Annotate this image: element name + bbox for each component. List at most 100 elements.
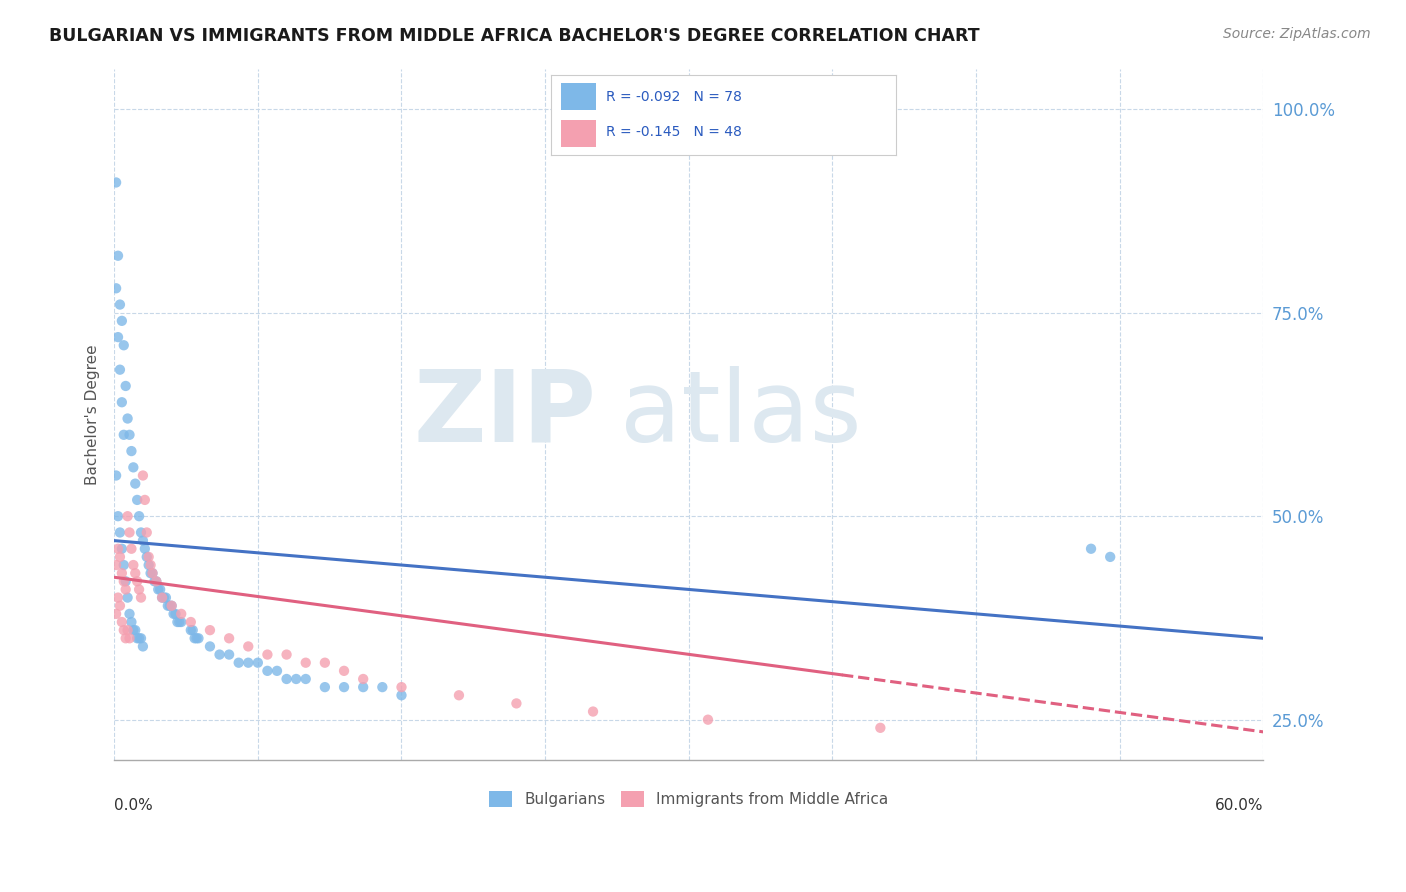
Point xyxy=(156,599,179,613)
Legend: Bulgarians, Immigrants from Middle Africa: Bulgarians, Immigrants from Middle Afric… xyxy=(482,784,896,815)
Point xyxy=(120,444,142,458)
Point xyxy=(108,362,131,376)
Point xyxy=(218,632,240,646)
Point xyxy=(124,476,146,491)
Point xyxy=(294,656,316,670)
Point xyxy=(105,607,128,621)
Point xyxy=(127,632,149,646)
Point xyxy=(352,672,374,686)
Point xyxy=(118,427,141,442)
Point xyxy=(128,632,150,646)
Point xyxy=(108,297,131,311)
Point xyxy=(218,648,240,662)
Point xyxy=(198,640,221,654)
Point xyxy=(314,680,336,694)
Point xyxy=(169,615,191,629)
Point xyxy=(111,395,134,409)
Text: Source: ZipAtlas.com: Source: ZipAtlas.com xyxy=(1223,27,1371,41)
Point xyxy=(129,525,152,540)
Point xyxy=(162,607,184,621)
Point xyxy=(117,591,139,605)
Point xyxy=(129,632,152,646)
Text: atlas: atlas xyxy=(620,366,862,463)
Point xyxy=(114,632,136,646)
Point xyxy=(391,680,413,694)
Point xyxy=(170,607,193,621)
Point xyxy=(120,615,142,629)
Point xyxy=(128,509,150,524)
Point xyxy=(117,411,139,425)
Point xyxy=(352,680,374,694)
Point xyxy=(180,615,202,629)
Point xyxy=(145,574,167,589)
Point xyxy=(1080,541,1102,556)
Point xyxy=(266,664,288,678)
Point xyxy=(208,648,231,662)
Point xyxy=(155,591,177,605)
Point xyxy=(112,427,135,442)
Point xyxy=(118,632,141,646)
Point xyxy=(122,623,145,637)
Point xyxy=(505,697,527,711)
Point xyxy=(285,672,308,686)
Point xyxy=(111,314,134,328)
Point xyxy=(112,338,135,352)
Point xyxy=(314,656,336,670)
Point xyxy=(170,615,193,629)
Point xyxy=(112,558,135,572)
Text: 0.0%: 0.0% xyxy=(114,798,153,814)
Point xyxy=(114,582,136,597)
Point xyxy=(107,249,129,263)
Point xyxy=(118,525,141,540)
Point xyxy=(117,509,139,524)
Point xyxy=(107,591,129,605)
Point xyxy=(132,533,155,548)
Point xyxy=(128,582,150,597)
Point xyxy=(238,656,260,670)
Point xyxy=(181,623,204,637)
Point xyxy=(135,525,157,540)
Point xyxy=(112,574,135,589)
Point xyxy=(256,648,278,662)
Point xyxy=(108,599,131,613)
Point xyxy=(198,623,221,637)
Point xyxy=(228,656,250,670)
Point xyxy=(120,541,142,556)
Point xyxy=(124,566,146,581)
Point xyxy=(135,549,157,564)
Point xyxy=(132,468,155,483)
Point xyxy=(582,705,605,719)
Point xyxy=(111,541,134,556)
Point xyxy=(138,549,160,564)
Point xyxy=(160,599,183,613)
Point xyxy=(118,607,141,621)
Point xyxy=(107,541,129,556)
Point xyxy=(246,656,269,670)
Point xyxy=(145,574,167,589)
Point xyxy=(371,680,394,694)
Point xyxy=(697,713,720,727)
Point xyxy=(153,591,176,605)
Point xyxy=(141,566,163,581)
Point xyxy=(122,558,145,572)
Point xyxy=(333,680,356,694)
Point xyxy=(108,525,131,540)
Point xyxy=(180,623,202,637)
Point xyxy=(165,607,187,621)
Point xyxy=(114,574,136,589)
Y-axis label: Bachelor's Degree: Bachelor's Degree xyxy=(86,344,100,484)
Point xyxy=(333,664,356,678)
Text: 60.0%: 60.0% xyxy=(1215,798,1264,814)
Point xyxy=(127,574,149,589)
Point xyxy=(276,648,298,662)
Point xyxy=(117,623,139,637)
Point xyxy=(166,615,188,629)
Point xyxy=(294,672,316,686)
Point xyxy=(134,492,156,507)
Point xyxy=(148,582,170,597)
Point xyxy=(141,566,163,581)
Point xyxy=(150,591,173,605)
Point xyxy=(139,558,162,572)
Text: ZIP: ZIP xyxy=(413,366,598,463)
Point xyxy=(149,582,172,597)
